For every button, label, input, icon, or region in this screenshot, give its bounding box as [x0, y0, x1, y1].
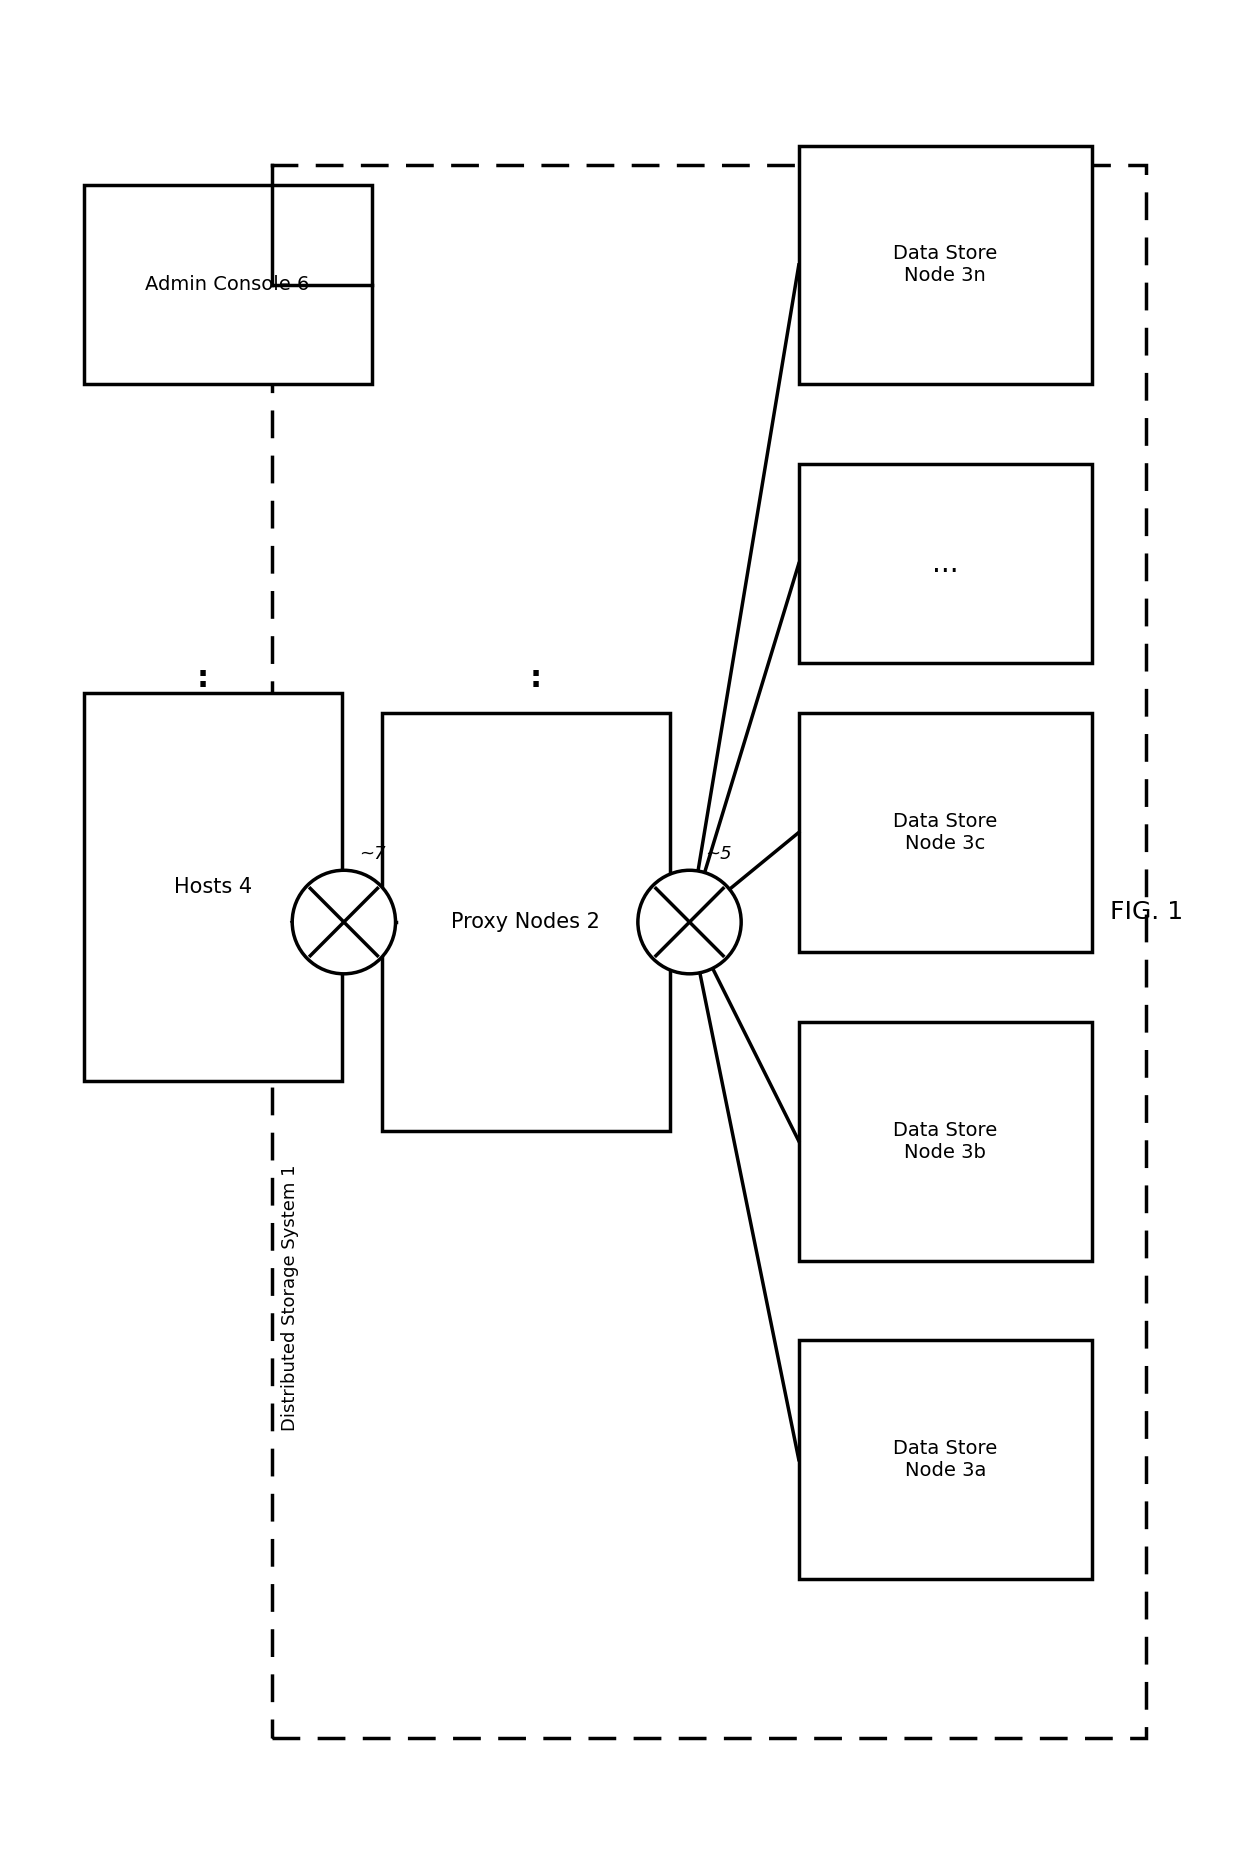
Text: :: :: [197, 663, 208, 693]
Text: :: :: [529, 663, 542, 693]
Text: Admin Console 6: Admin Console 6: [145, 276, 310, 294]
Bar: [83, 693, 342, 1082]
Bar: [799, 713, 1091, 951]
Bar: [273, 166, 1147, 1739]
Bar: [799, 145, 1091, 384]
Text: Proxy Nodes 2: Proxy Nodes 2: [451, 912, 600, 933]
Text: Hosts 4: Hosts 4: [174, 877, 252, 897]
Text: Data Store
Node 3c: Data Store Node 3c: [893, 812, 997, 853]
Text: ...: ...: [932, 549, 959, 577]
Bar: [382, 713, 670, 1130]
Circle shape: [293, 870, 396, 974]
Text: Data Store
Node 3a: Data Store Node 3a: [893, 1439, 997, 1480]
Bar: [799, 1022, 1091, 1261]
Text: FIG. 1: FIG. 1: [1110, 899, 1183, 924]
Bar: [799, 1341, 1091, 1579]
Text: Data Store
Node 3n: Data Store Node 3n: [893, 244, 997, 285]
Text: Data Store
Node 3b: Data Store Node 3b: [893, 1121, 997, 1162]
Bar: [83, 186, 372, 384]
Bar: [799, 464, 1091, 663]
Text: ~5: ~5: [706, 845, 732, 862]
Text: ~7: ~7: [360, 845, 386, 862]
Text: Distributed Storage System 1: Distributed Storage System 1: [281, 1166, 299, 1432]
Circle shape: [637, 870, 742, 974]
